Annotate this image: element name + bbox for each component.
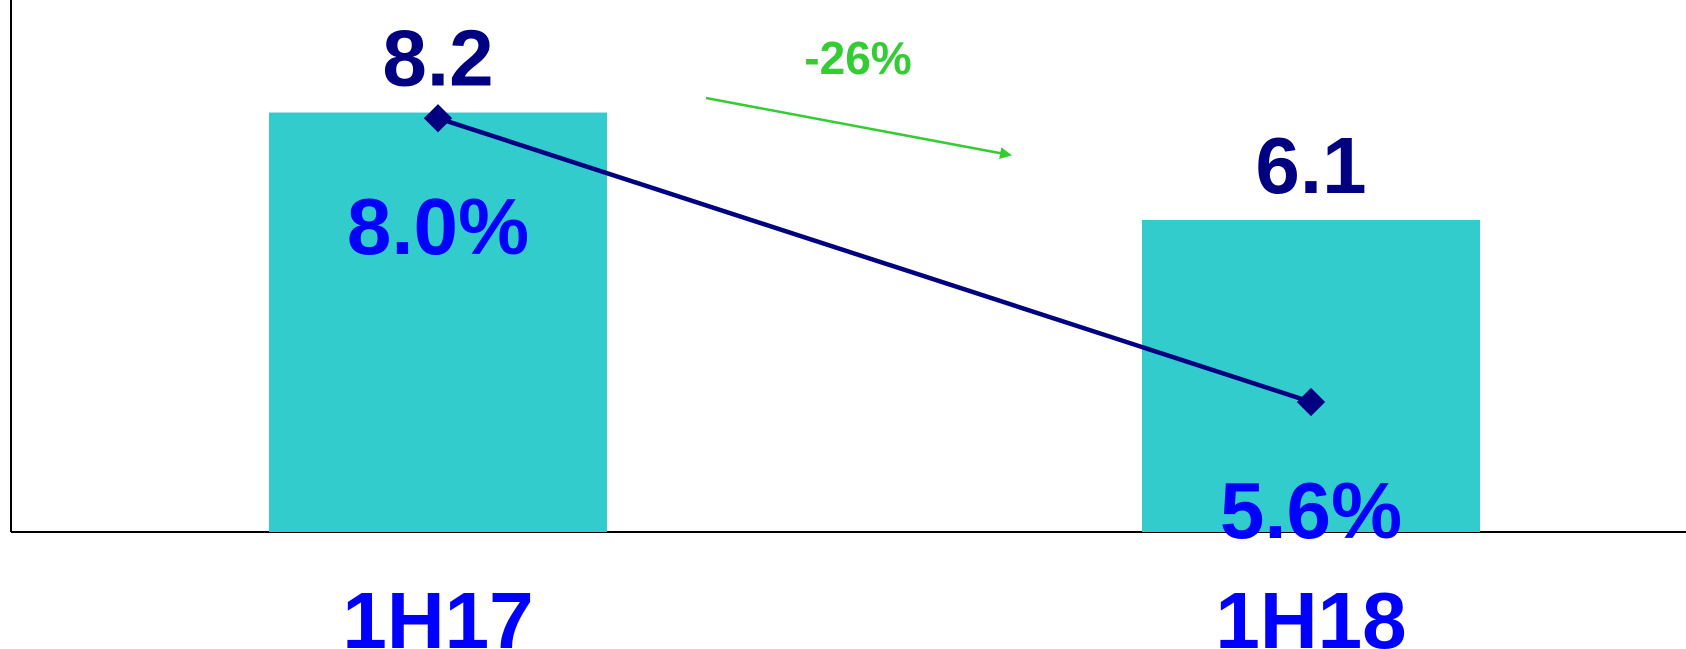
- bar-1h18: [1142, 219, 1480, 532]
- category-label-1h18: 1H18: [1215, 576, 1406, 649]
- category-label-1h17: 1H17: [342, 576, 533, 649]
- bar-value-label-1h17: 8.2: [382, 14, 493, 103]
- line-value-label-1h18: 5.6%: [1220, 466, 1402, 555]
- change-arrow: [705, 96, 1012, 160]
- bar-1h17: [269, 112, 607, 533]
- change-annotation: -26%: [804, 32, 911, 84]
- line-series-segment: [437, 116, 1312, 405]
- bar-value-label-1h18: 6.1: [1255, 121, 1366, 210]
- line-point-1h18: [1296, 387, 1326, 417]
- line-value-label-1h17: 8.0%: [347, 182, 529, 271]
